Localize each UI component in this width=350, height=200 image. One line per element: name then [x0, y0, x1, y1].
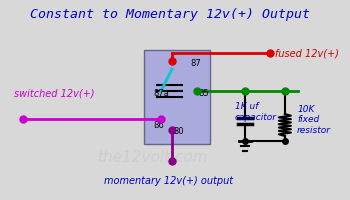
Text: 87a: 87a [154, 90, 170, 98]
Text: momentary 12v(+) output: momentary 12v(+) output [104, 176, 233, 186]
Text: fused 12v(+): fused 12v(+) [275, 48, 339, 58]
Text: 86: 86 [153, 120, 164, 130]
Text: 10K
fixed
resistor: 10K fixed resistor [297, 105, 331, 135]
Text: 1K uf
capacitor: 1K uf capacitor [235, 102, 277, 122]
Text: 30: 30 [173, 127, 184, 136]
Text: 87: 87 [190, 58, 201, 68]
Text: Constant to Momentary 12v(+) Output: Constant to Momentary 12v(+) Output [30, 8, 310, 21]
Text: the12volt.com: the12volt.com [97, 150, 208, 164]
Bar [144, 50, 210, 144]
Text: switched 12v(+): switched 12v(+) [14, 88, 95, 98]
Text: 85: 85 [198, 90, 209, 98]
